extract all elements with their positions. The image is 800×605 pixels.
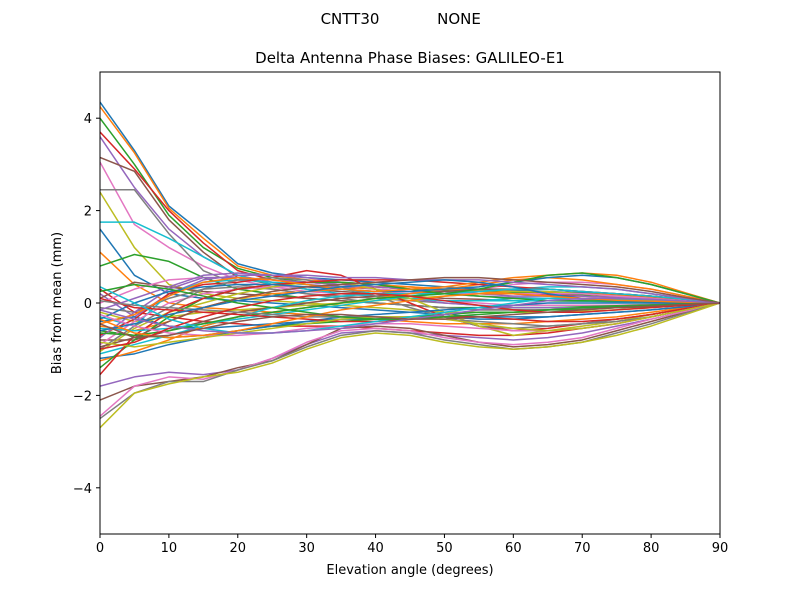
y-axis-label: Bias from mean (mm) xyxy=(50,232,65,374)
series-line-s56 xyxy=(100,302,720,339)
x-tick-label: 0 xyxy=(96,541,104,556)
y-tick-label: −2 xyxy=(73,389,92,404)
x-axis: 0 10 20 30 40 50 60 70 80 90 xyxy=(96,534,728,556)
series-line-s39 xyxy=(100,302,720,429)
suptitle-left: CNTT30 xyxy=(321,10,380,28)
x-tick-label: 10 xyxy=(161,541,178,556)
series-line-s37 xyxy=(100,302,720,417)
series-line-s42 xyxy=(100,272,720,325)
x-tick-label: 60 xyxy=(505,541,522,556)
series-layer xyxy=(100,101,720,429)
x-tick-label: 20 xyxy=(230,541,247,556)
x-tick-label: 90 xyxy=(712,541,729,556)
chart-title: Delta Antenna Phase Biases: GALILEO-E1 xyxy=(255,49,565,67)
series-line-s52 xyxy=(100,293,720,339)
series-line-s38 xyxy=(100,302,720,420)
series-line-s54 xyxy=(100,293,720,350)
x-tick-label: 50 xyxy=(436,541,453,556)
x-axis-label: Elevation angle (degrees) xyxy=(326,563,493,578)
x-tick-label: 70 xyxy=(574,541,591,556)
x-tick-label: 30 xyxy=(298,541,315,556)
y-tick-label: 0 xyxy=(84,297,92,312)
plot-area xyxy=(99,71,721,535)
series-line-s32 xyxy=(100,276,720,362)
y-axis: −4 −2 0 2 4 xyxy=(73,112,100,497)
x-tick-label: 80 xyxy=(643,541,660,556)
y-tick-label: 2 xyxy=(84,205,92,220)
y-tick-label: 4 xyxy=(84,112,92,127)
x-tick-label: 40 xyxy=(367,541,384,556)
suptitle-right: NONE xyxy=(437,10,481,28)
y-tick-label: −4 xyxy=(73,482,92,497)
